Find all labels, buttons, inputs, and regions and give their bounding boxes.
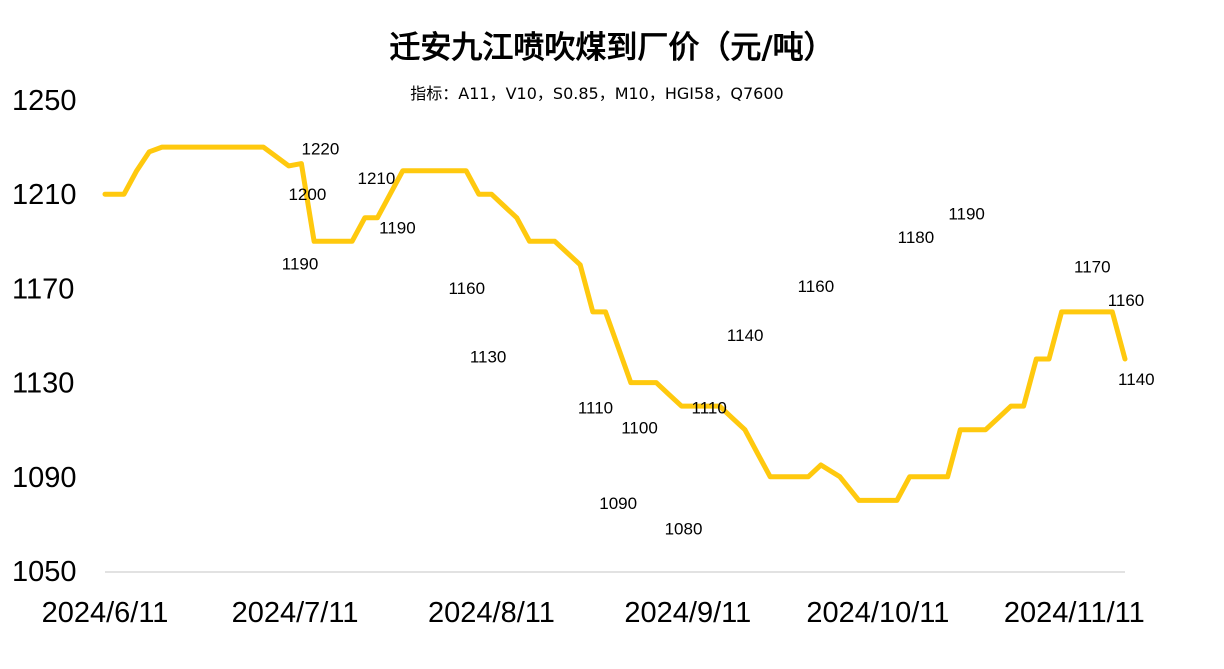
y-tick-label: 1050 [12,556,77,588]
data-label: 1170 [1074,257,1111,276]
x-tick-label: 2024/6/11 [42,597,169,629]
x-tick-label: 2024/11/11 [1004,597,1145,629]
data-label: 1190 [379,218,416,237]
x-axis: 2024/6/11 2024/7/11 2024/8/11 2024/9/11 2024… [42,597,1145,629]
data-labels: 1190 1200 1220 1210 1190 1160 1130 1110 1090 1100… [282,140,1155,539]
data-label: 1200 [288,185,326,204]
y-tick-label: 1210 [12,179,77,211]
x-tick-label: 2024/8/11 [428,597,555,629]
data-label: 1190 [948,204,985,223]
data-label: 1210 [358,169,396,188]
data-label: 1100 [621,418,658,437]
x-tick-label: 2024/10/11 [806,597,949,629]
y-axis: 1050 1090 1130 1170 1210 1250 [12,85,77,588]
series-group [102,144,1128,503]
data-label: 1110 [578,399,613,418]
y-tick-label: 1250 [12,85,77,117]
x-tick-label: 2024/9/11 [624,597,751,629]
data-label: 1160 [798,277,835,296]
data-label: 1110 [692,399,727,418]
data-label: 1080 [665,519,703,538]
price-line [102,144,1128,503]
data-label: 1140 [1118,370,1155,389]
chart-title: 迁安九江喷吹煤到厂价（元/吨） [389,30,835,66]
data-label: 1190 [282,254,319,273]
y-tick-label: 1130 [12,368,74,400]
data-label: 1160 [448,279,485,298]
data-label: 1130 [470,348,507,367]
data-label: 1140 [727,326,764,345]
y-tick-label: 1090 [12,462,77,494]
data-label: 1180 [898,228,935,247]
data-label: 1090 [599,494,637,513]
chart-subtitle: 指标：A11，V10，S0.85，M10，HGI58，Q7600 [410,84,784,103]
x-tick-label: 2024/7/11 [232,597,359,629]
data-label: 1160 [1108,291,1145,310]
y-tick-label: 1170 [12,273,74,305]
data-label: 1220 [301,140,339,159]
